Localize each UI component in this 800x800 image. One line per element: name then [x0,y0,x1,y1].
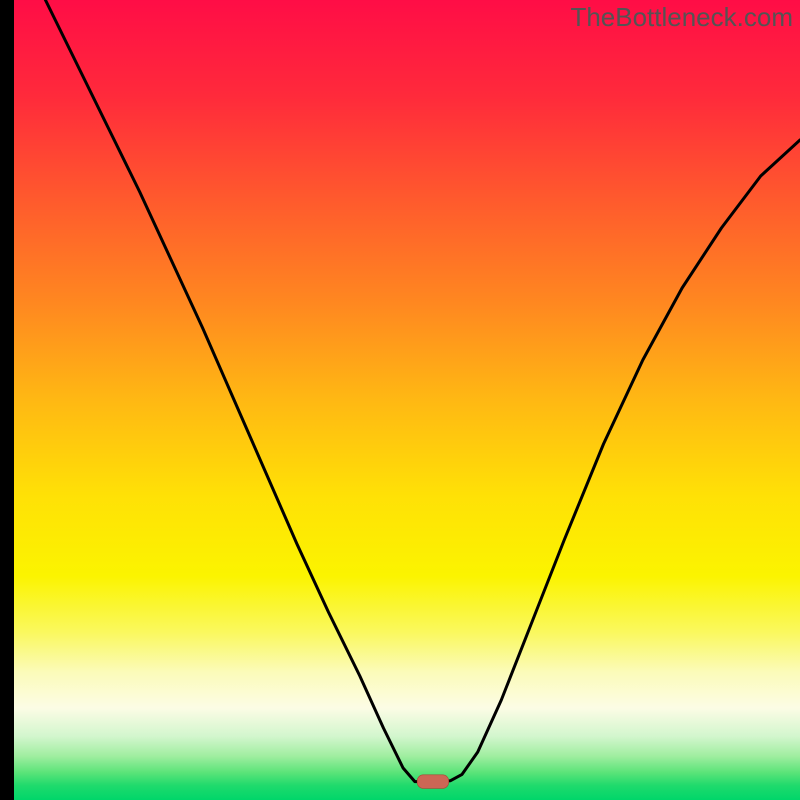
chart-container: TheBottleneck.com [0,0,800,800]
plot-area [14,0,800,800]
gradient-background [14,0,800,800]
watermark-label: TheBottleneck.com [570,2,793,33]
